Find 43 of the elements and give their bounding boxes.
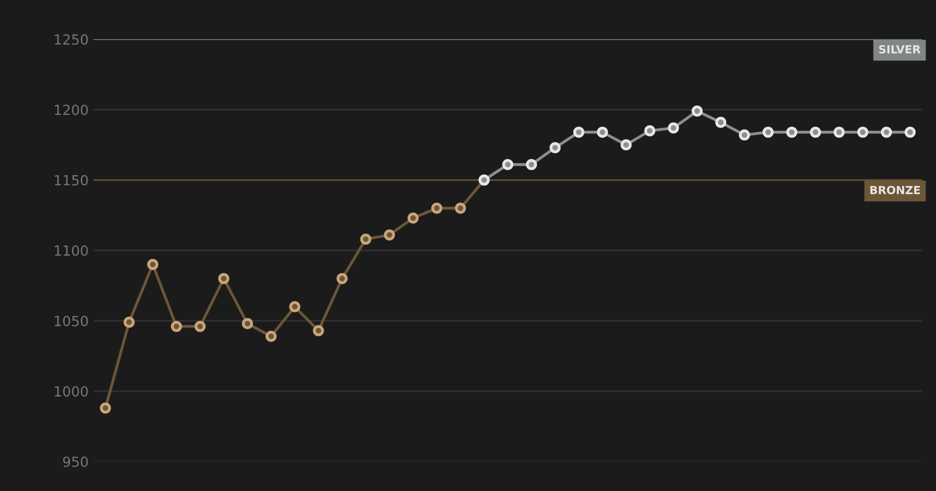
point: [738, 129, 750, 141]
point: [834, 126, 845, 138]
point: [218, 273, 230, 284]
point: [384, 229, 395, 240]
y-tick-label: 1150: [54, 175, 88, 186]
point: [266, 330, 277, 342]
point: [810, 126, 822, 138]
point: [100, 402, 111, 414]
point: [904, 126, 916, 138]
point: [526, 158, 538, 170]
point: [762, 126, 774, 138]
y-tick-label: 950: [63, 456, 88, 468]
ref-line-label: SILVER: [879, 45, 921, 54]
y-tick-label: 1250: [54, 34, 88, 45]
point: [715, 116, 726, 128]
point: [573, 126, 584, 138]
point: [786, 126, 798, 138]
y-tick-label: 1200: [54, 104, 88, 116]
point: [289, 301, 300, 312]
point: [242, 318, 253, 330]
point: [408, 212, 419, 224]
y-tick-label: 1100: [54, 245, 88, 256]
point: [620, 139, 632, 150]
point: [644, 125, 656, 136]
point: [336, 273, 348, 284]
point: [312, 325, 324, 336]
point: [692, 106, 703, 117]
point: [857, 126, 868, 138]
point: [194, 320, 206, 332]
point: [170, 320, 182, 332]
point: [360, 234, 372, 245]
point: [880, 126, 892, 138]
point: [502, 158, 514, 170]
point: [596, 126, 608, 138]
y-tick-label: 1050: [54, 316, 88, 326]
point: [454, 202, 466, 214]
point: [668, 122, 680, 134]
point: [147, 258, 158, 270]
ref-line-label: BRONZE: [870, 186, 920, 194]
point: [550, 142, 561, 154]
y-tick-label: 1000: [54, 386, 88, 397]
point: [431, 202, 442, 214]
point: [124, 316, 135, 328]
